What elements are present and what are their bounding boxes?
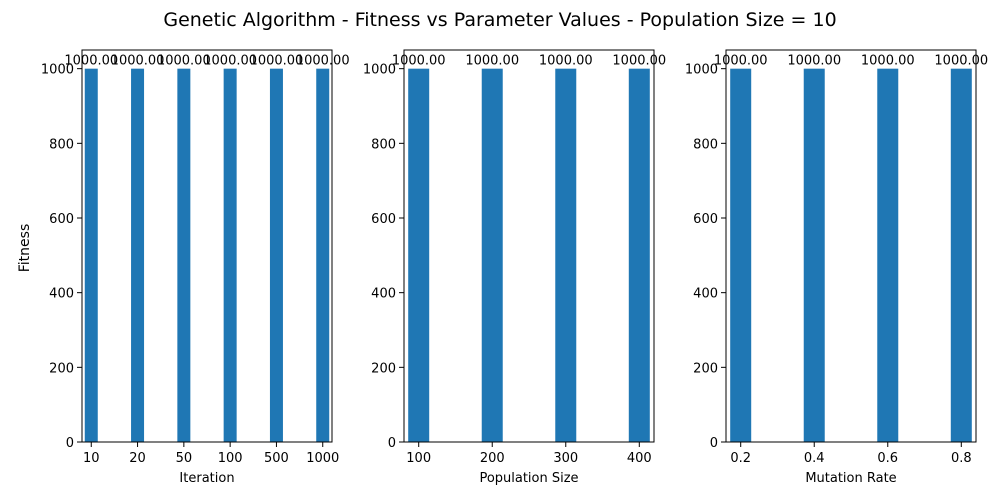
data-label-100: 1000.00 bbox=[203, 54, 257, 69]
subplot-1: 1000.00 10 1000.00 20 1000.00 50 1000.00 100 100… bbox=[41, 49, 350, 486]
data-label-500: 1000.00 bbox=[250, 54, 304, 69]
data-label-10: 1000.00 bbox=[64, 54, 118, 69]
y-tick-label-600: 600 bbox=[371, 212, 396, 227]
x-tick-label-0.4: 0.4 bbox=[804, 451, 825, 466]
subplot-3: 1000.00 0.2 1000.00 0.4 1000.00 0.6 1000.00 0.8… bbox=[685, 49, 988, 486]
data-label-1000: 1000.00 bbox=[296, 54, 350, 69]
bar-1000 bbox=[316, 68, 330, 443]
bar-20 bbox=[131, 68, 145, 443]
x-axis-label: Iteration bbox=[179, 471, 234, 486]
subplot-2: 1000.00 100 1000.00 200 1000.00 300 1000.00 400… bbox=[363, 49, 666, 486]
y-tick-label-800: 800 bbox=[49, 137, 74, 152]
x-tick-label-300: 300 bbox=[553, 451, 578, 466]
y-tick-label-600: 600 bbox=[49, 212, 74, 227]
bar-200 bbox=[481, 68, 503, 443]
bar-100 bbox=[223, 68, 237, 443]
data-label-400: 1000.00 bbox=[612, 54, 666, 69]
bar-0.2 bbox=[730, 68, 752, 443]
x-tick-label-400: 400 bbox=[627, 451, 652, 466]
x-tick-label-0.8: 0.8 bbox=[951, 451, 972, 466]
data-label-200: 1000.00 bbox=[465, 54, 519, 69]
axes-frame bbox=[81, 49, 333, 443]
y-tick-label-400: 400 bbox=[49, 287, 74, 302]
x-tick-label-0.2: 0.2 bbox=[730, 451, 751, 466]
y-tick-label-400: 400 bbox=[693, 287, 718, 302]
y-tick-label-1000: 1000 bbox=[363, 63, 396, 78]
figure-title: Genetic Algorithm - Fitness vs Parameter… bbox=[163, 9, 836, 31]
data-label-0.8: 1000.00 bbox=[934, 54, 988, 69]
x-tick-label-10: 10 bbox=[83, 451, 100, 466]
x-tick-label-100: 100 bbox=[406, 451, 431, 466]
y-tick-label-200: 200 bbox=[371, 361, 396, 376]
y-tick-label-0: 0 bbox=[388, 436, 396, 451]
y-axis-label: Fitness bbox=[17, 224, 33, 273]
x-tick-label-500: 500 bbox=[264, 451, 289, 466]
y-tick-label-1000: 1000 bbox=[41, 63, 74, 78]
bar-500 bbox=[269, 68, 283, 443]
axes-frame bbox=[403, 49, 655, 443]
x-axis-label: Mutation Rate bbox=[805, 471, 896, 486]
data-label-300: 1000.00 bbox=[539, 54, 593, 69]
bar-300 bbox=[555, 68, 577, 443]
x-tick-label-100: 100 bbox=[218, 451, 243, 466]
bar-0.6 bbox=[877, 68, 899, 443]
y-tick-label-600: 600 bbox=[693, 212, 718, 227]
data-label-0.4: 1000.00 bbox=[787, 54, 841, 69]
bar-100 bbox=[408, 68, 430, 443]
data-label-0.6: 1000.00 bbox=[861, 54, 915, 69]
data-label-20: 1000.00 bbox=[111, 54, 165, 69]
x-tick-label-200: 200 bbox=[480, 451, 505, 466]
y-tick-label-1000: 1000 bbox=[685, 63, 718, 78]
bar-10 bbox=[84, 68, 98, 443]
y-tick-label-0: 0 bbox=[710, 436, 718, 451]
y-tick-label-800: 800 bbox=[371, 137, 396, 152]
bar-0.8 bbox=[950, 68, 972, 443]
x-tick-label-0.6: 0.6 bbox=[877, 451, 898, 466]
y-tick-label-200: 200 bbox=[49, 361, 74, 376]
y-tick-label-0: 0 bbox=[66, 436, 74, 451]
x-tick-label-50: 50 bbox=[176, 451, 193, 466]
bar-0.4 bbox=[803, 68, 825, 443]
y-tick-label-200: 200 bbox=[693, 361, 718, 376]
bar-400 bbox=[628, 68, 650, 443]
x-tick-label-20: 20 bbox=[129, 451, 146, 466]
y-tick-label-400: 400 bbox=[371, 287, 396, 302]
x-axis-label: Population Size bbox=[479, 471, 578, 486]
y-tick-label-800: 800 bbox=[693, 137, 718, 152]
data-label-100: 1000.00 bbox=[392, 54, 446, 69]
data-label-50: 1000.00 bbox=[157, 54, 211, 69]
data-label-0.2: 1000.00 bbox=[714, 54, 768, 69]
x-tick-label-1000: 1000 bbox=[306, 451, 339, 466]
subplots: 1000.00101000.00201000.00501000.00100100… bbox=[41, 49, 988, 486]
axes-frame bbox=[725, 49, 977, 443]
bar-50 bbox=[177, 68, 191, 443]
